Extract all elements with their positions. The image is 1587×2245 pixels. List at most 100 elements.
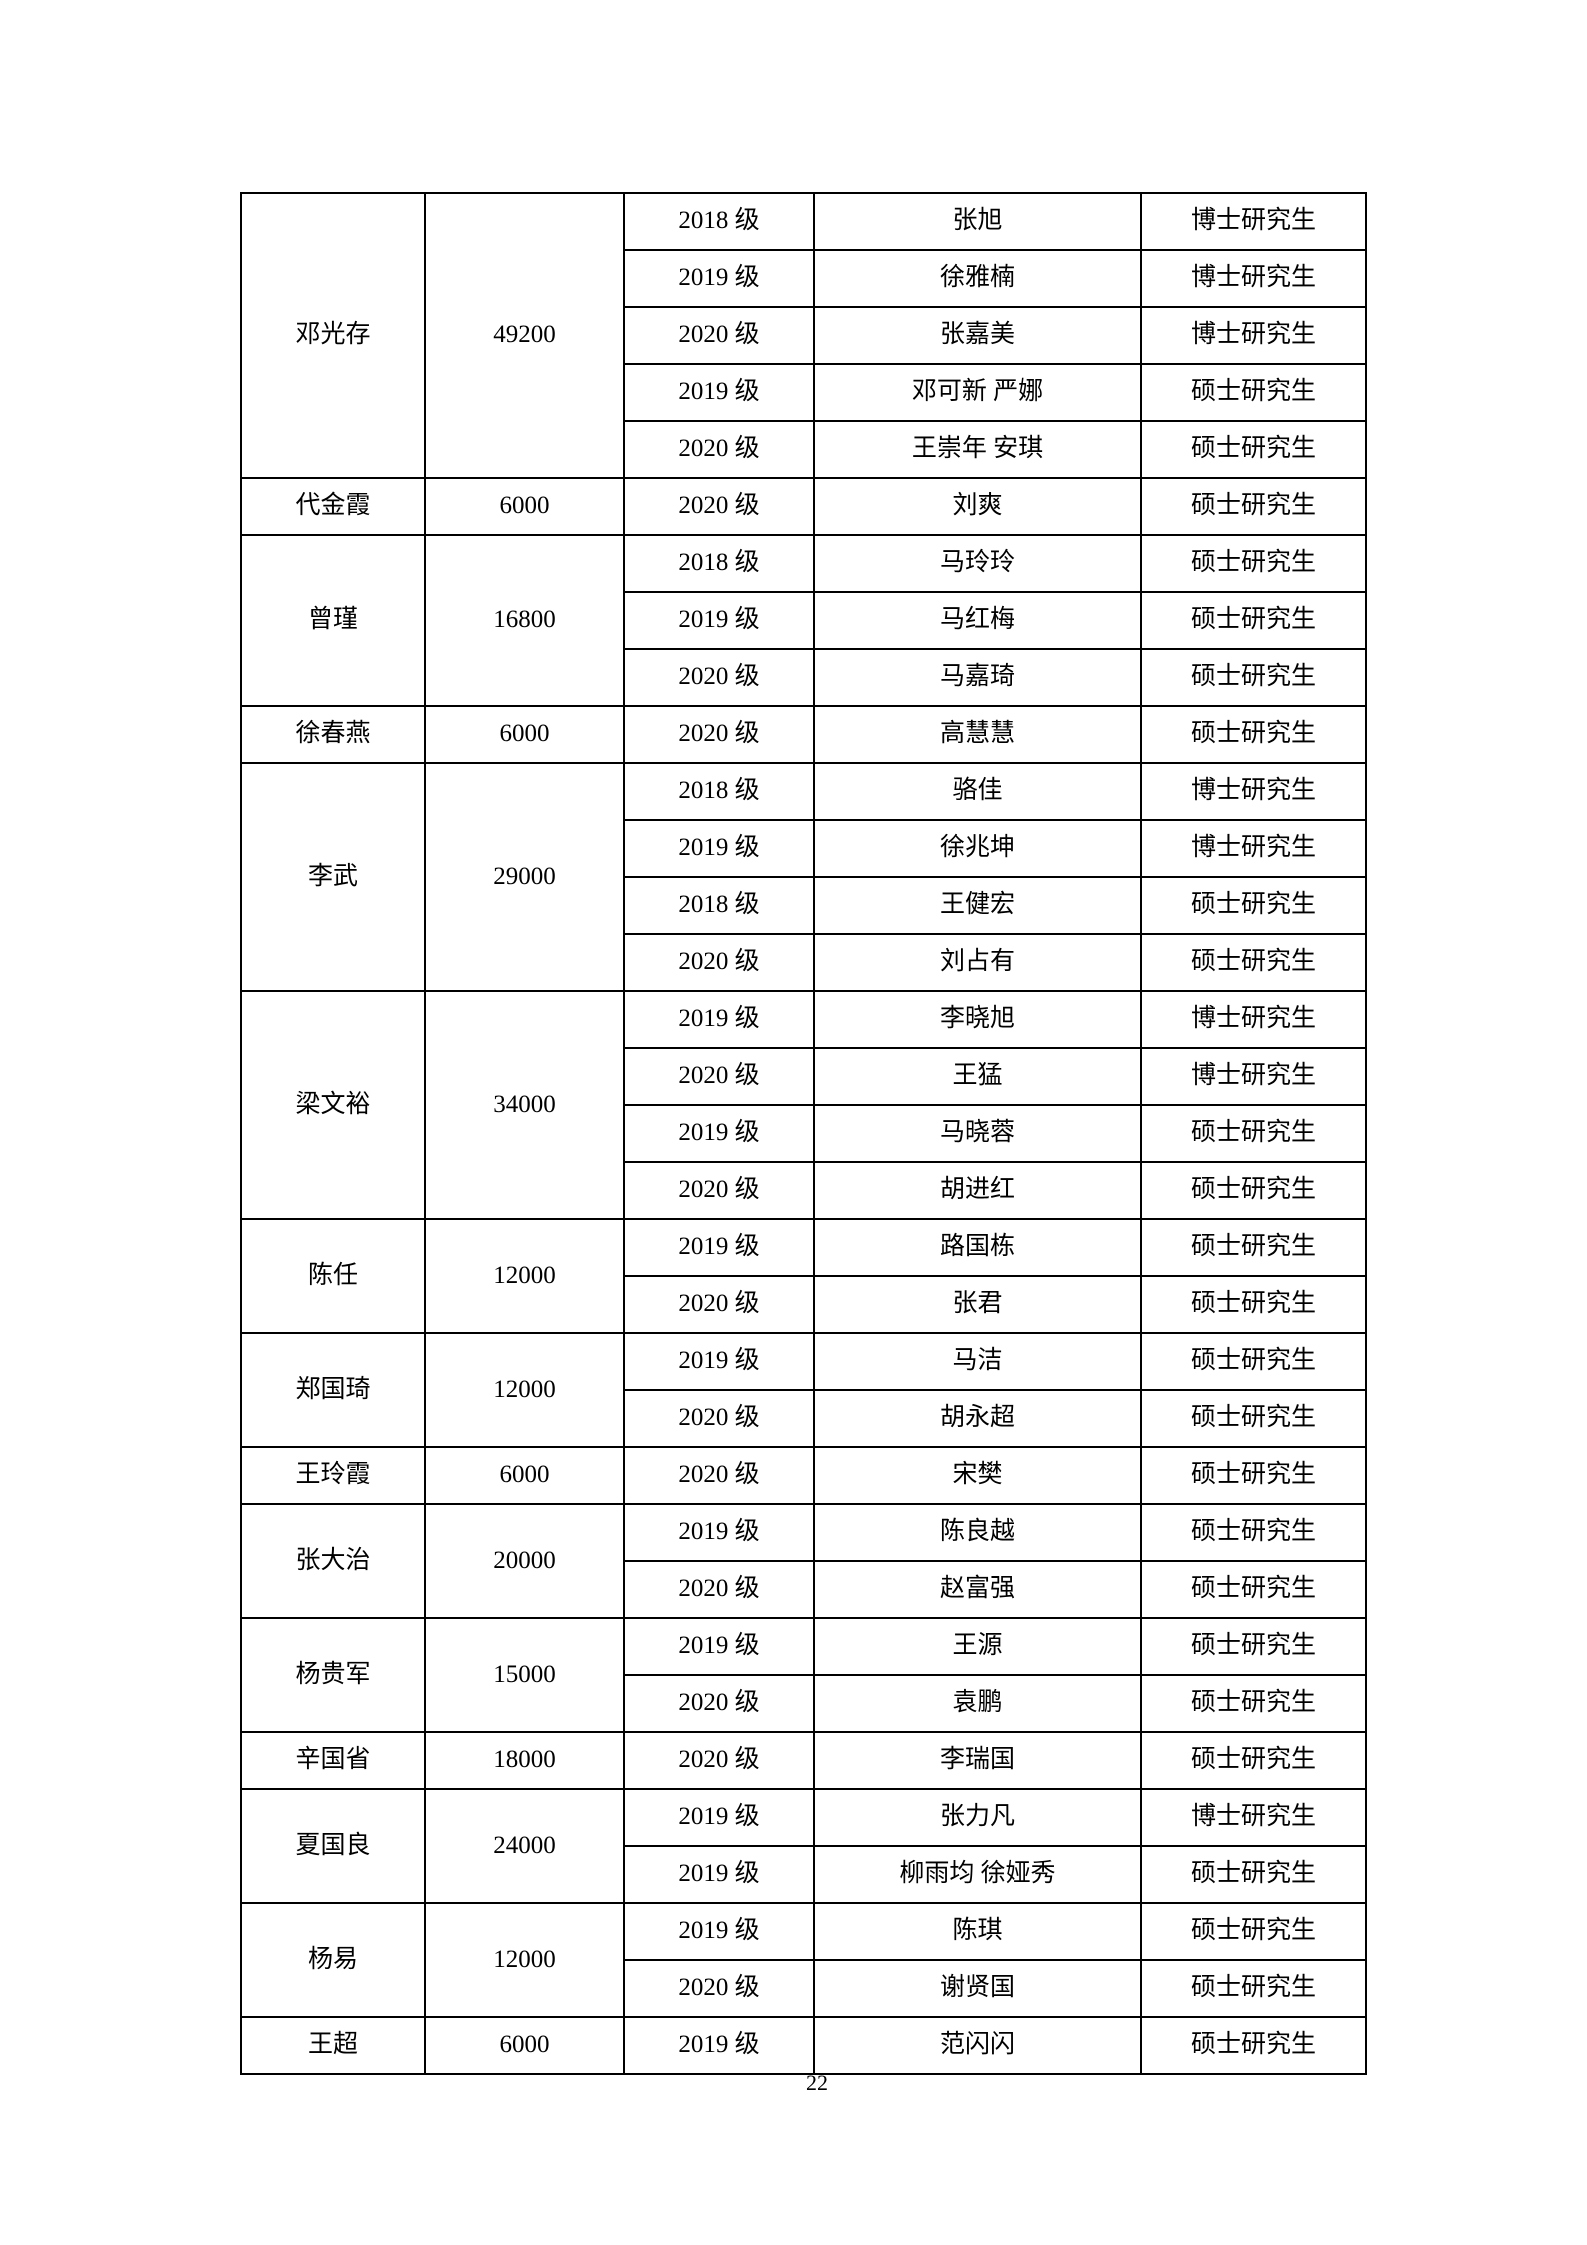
amount-cell: 12000 [424,1902,625,2018]
student-type-cell: 博士研究生 [1140,819,1367,878]
student-type-cell: 硕士研究生 [1140,591,1367,650]
grade-cell: 2020 级 [623,1731,815,1790]
student-type-cell: 硕士研究生 [1140,1218,1367,1277]
student-type-cell: 硕士研究生 [1140,876,1367,935]
student-type-cell: 博士研究生 [1140,1047,1367,1106]
student-names-cell: 张旭 [813,192,1142,251]
table-row: 2020 级王崇年 安琪 硕士研究生 [241,420,1367,479]
amount-cell: 6000 [424,477,625,536]
student-type-cell: 硕士研究生 [1140,363,1367,422]
student-type-cell: 硕士研究生 [1140,1560,1367,1619]
teacher-name-cell: 代金霞 [240,477,426,536]
student-type-cell: 硕士研究生 [1140,1275,1367,1334]
table-row: 王超 6000 2019 级范闪闪 硕士研究生 [240,2016,1367,2075]
student-type-cell: 硕士研究生 [1140,1389,1367,1448]
student-names-cell: 胡永超 [813,1389,1142,1448]
teacher-name-cell: 杨易 [240,1902,426,2018]
student-names-cell: 邓可新 严娜 [813,363,1142,422]
grade-cell: 2019 级 [623,1332,815,1391]
grade-cell: 2020 级 [623,1560,815,1619]
grade-cell: 2019 级 [623,591,815,650]
teacher-name-cell: 李武 [240,762,426,992]
amount-cell: 15000 [424,1617,625,1733]
teacher-name-cell: 邓光存 [240,192,426,479]
grade-cell: 2019 级 [623,1218,815,1277]
table-row: 2019 级马红梅 硕士研究生 [241,591,1367,650]
table-row: 辛国省 18000 2020 级李瑞国 硕士研究生 [240,1731,1367,1790]
table-row: 2019 级柳雨均 徐娅秀 硕士研究生 [241,1845,1367,1904]
student-names-cell: 徐雅楠 [813,249,1142,308]
grade-cell: 2019 级 [623,1503,815,1562]
table-row: 2019 级邓可新 严娜 硕士研究生 [241,363,1367,422]
student-type-cell: 博士研究生 [1140,1788,1367,1847]
grade-cell: 2019 级 [623,1845,815,1904]
student-type-cell: 硕士研究生 [1140,1845,1367,1904]
student-type-cell: 博士研究生 [1140,990,1367,1049]
grade-cell: 2018 级 [623,192,815,251]
teacher-name-cell: 王超 [240,2016,426,2075]
student-names-cell: 骆佳 [813,762,1142,821]
teacher-name-cell: 陈任 [240,1218,426,1334]
student-type-cell: 博士研究生 [1140,762,1367,821]
table-row: 2020 级王猛 博士研究生 [241,1047,1367,1106]
student-names-cell: 谢贤国 [813,1959,1142,2018]
table-row: 徐春燕 6000 2020 级高慧慧 硕士研究生 [240,705,1367,764]
grade-cell: 2018 级 [623,762,815,821]
funding-table-body: 邓光存 49200 2018 级张旭 博士研究生 2019 级徐雅楠 博士研究生 2020 … [240,192,1367,2075]
student-names-cell: 徐兆坤 [813,819,1142,878]
student-names-cell: 张嘉美 [813,306,1142,365]
student-names-cell: 刘占有 [813,933,1142,992]
student-names-cell: 赵富强 [813,1560,1142,1619]
grade-cell: 2019 级 [623,1902,815,1961]
table-row: 2018 级王健宏 硕士研究生 [241,876,1367,935]
table-row: 2020 级马嘉琦 硕士研究生 [241,648,1367,707]
student-names-cell: 马洁 [813,1332,1142,1391]
student-names-cell: 马晓蓉 [813,1104,1142,1163]
amount-cell: 20000 [424,1503,625,1619]
student-type-cell: 博士研究生 [1140,306,1367,365]
student-names-cell: 陈良越 [813,1503,1142,1562]
student-type-cell: 硕士研究生 [1140,1104,1367,1163]
amount-cell: 24000 [424,1788,625,1904]
student-type-cell: 硕士研究生 [1140,534,1367,593]
teacher-name-cell: 梁文裕 [240,990,426,1220]
teacher-name-cell: 杨贵军 [240,1617,426,1733]
table-row: 李武 29000 2018 级骆佳 博士研究生 [240,762,1367,992]
grade-cell: 2019 级 [623,363,815,422]
student-names-cell: 王崇年 安琪 [813,420,1142,479]
grade-cell: 2019 级 [623,1617,815,1676]
grade-cell: 2020 级 [623,477,815,536]
student-type-cell: 硕士研究生 [1140,1617,1367,1676]
table-row: 2020 级刘占有 硕士研究生 [241,933,1367,992]
student-type-cell: 硕士研究生 [1140,420,1367,479]
student-names-cell: 胡进红 [813,1161,1142,1220]
amount-cell: 6000 [424,2016,625,2075]
grade-cell: 2020 级 [623,648,815,707]
amount-cell: 29000 [424,762,625,992]
table-row: 夏国良 24000 2019 级张力凡 博士研究生 [240,1788,1367,1904]
student-names-cell: 袁鹏 [813,1674,1142,1733]
student-type-cell: 硕士研究生 [1140,1902,1367,1961]
grade-cell: 2020 级 [623,933,815,992]
amount-cell: 12000 [424,1218,625,1334]
table-row: 郑国琦 12000 2019 级马洁 硕士研究生 [240,1332,1367,1448]
table-row: 2019 级马晓蓉 硕士研究生 [241,1104,1367,1163]
funding-table: 邓光存 49200 2018 级张旭 博士研究生 2019 级徐雅楠 博士研究生 2020 … [240,192,1367,2075]
student-type-cell: 硕士研究生 [1140,1503,1367,1562]
amount-cell: 16800 [424,534,625,707]
grade-cell: 2019 级 [623,990,815,1049]
amount-cell: 18000 [424,1731,625,1790]
table-row: 2020 级谢贤国 硕士研究生 [241,1959,1367,2018]
teacher-name-cell: 曾瑾 [240,534,426,707]
student-names-cell: 王源 [813,1617,1142,1676]
student-names-cell: 路国栋 [813,1218,1142,1277]
grade-cell: 2020 级 [623,705,815,764]
student-names-cell: 张君 [813,1275,1142,1334]
table-row: 2020 级胡进红 硕士研究生 [241,1161,1367,1220]
grade-cell: 2020 级 [623,1674,815,1733]
student-names-cell: 李晓旭 [813,990,1142,1049]
student-type-cell: 博士研究生 [1140,192,1367,251]
grade-cell: 2020 级 [623,1047,815,1106]
grade-cell: 2020 级 [623,420,815,479]
grade-cell: 2020 级 [623,1275,815,1334]
